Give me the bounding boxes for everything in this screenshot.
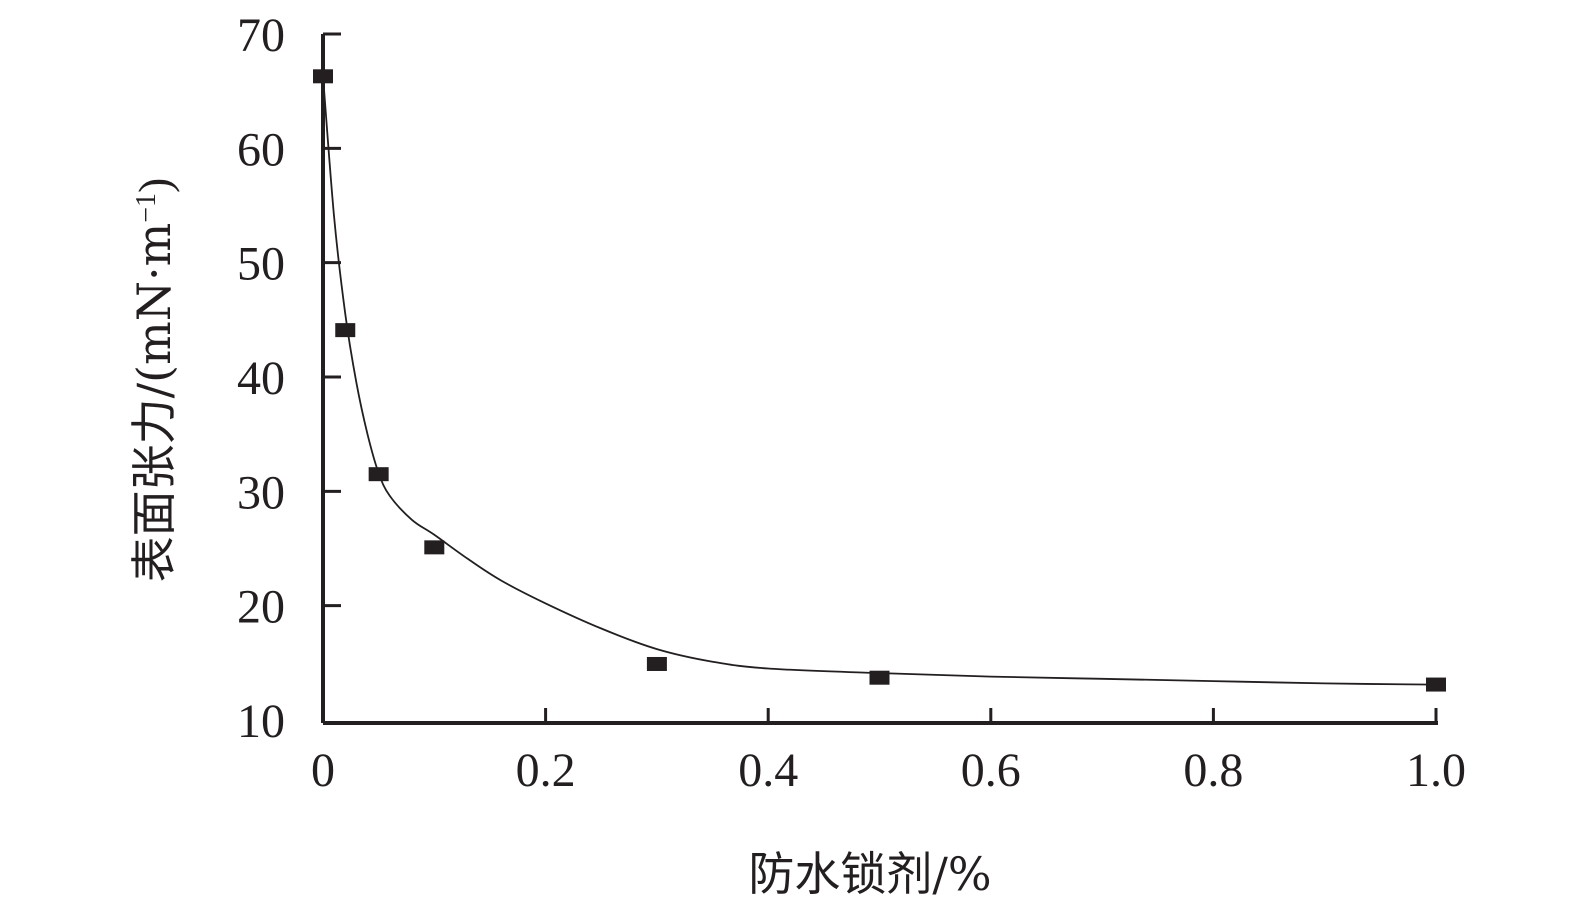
y-tick-label: 30: [237, 466, 285, 519]
x-tick-label: 0.4: [738, 744, 798, 797]
x-tick-label: 0.6: [961, 744, 1021, 797]
data-point: [313, 69, 333, 84]
y-axis-title-sup: −1: [131, 193, 162, 223]
data-point: [1426, 677, 1446, 692]
y-tick-label: 40: [237, 352, 285, 405]
y-tick-label: 20: [237, 581, 285, 634]
data-point: [869, 670, 890, 685]
y-tick-label: 50: [237, 238, 285, 291]
x-axis-title: 防水锁剂/%: [748, 847, 991, 901]
ticks: [323, 32, 1438, 723]
y-tick-label: 70: [237, 9, 285, 62]
x-tick-label: 1.0: [1406, 744, 1466, 797]
x-tick-label: 0: [311, 744, 335, 797]
data-point: [424, 540, 445, 555]
data-point: [646, 656, 667, 671]
x-tick-label: 0.2: [516, 744, 576, 797]
tick-labels: 0 0.2 0.4 0.6 0.8 1.0 10 20 30 40 50 60 70: [237, 9, 1466, 797]
fit-curve: [322, 76, 1437, 686]
data-points: [313, 69, 1446, 692]
y-axis-title-main: 表面张力/(mN·m: [127, 223, 181, 583]
data-point: [335, 323, 356, 338]
y-tick-label: 10: [237, 695, 285, 748]
x-tick-label: 0.8: [1183, 744, 1243, 797]
data-point: [368, 467, 389, 482]
axes: [321, 34, 1438, 725]
y-tick-label: 60: [237, 123, 285, 176]
fit-curve-group: [322, 76, 1437, 686]
y-axis-title: 表面张力/(mN·m−1): [127, 178, 181, 583]
y-axis-title-close: ): [129, 178, 180, 193]
